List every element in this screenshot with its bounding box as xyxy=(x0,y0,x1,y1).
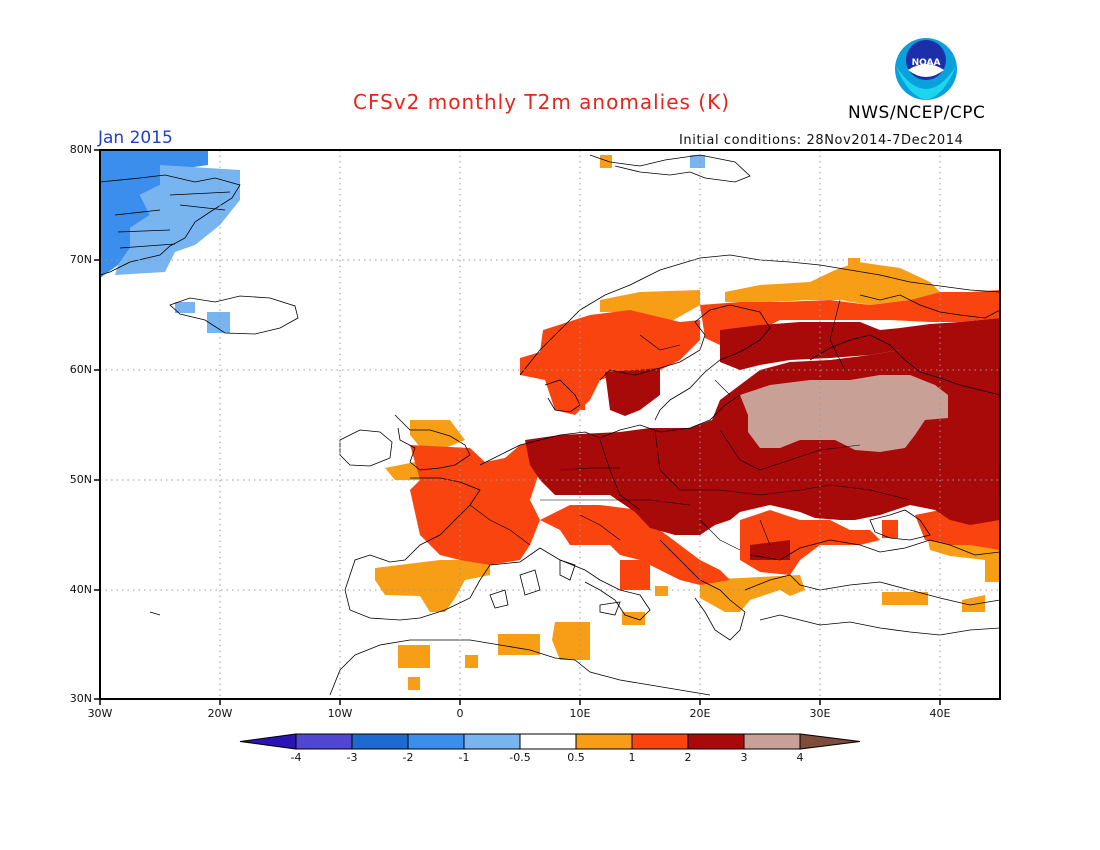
colorbar-swatch xyxy=(687,733,745,750)
axis-ticks xyxy=(94,149,941,705)
colorbar-swatch xyxy=(463,733,521,750)
colorbar xyxy=(239,733,861,750)
graticule xyxy=(100,150,1000,699)
svg-text:NOAA: NOAA xyxy=(912,58,941,68)
colorbar-label: 4 xyxy=(796,751,804,764)
colorbar-label: -3 xyxy=(346,751,358,764)
lat-label-60n: 60N xyxy=(69,363,92,376)
country-borders xyxy=(469,299,911,551)
map-frame xyxy=(99,149,1001,700)
colorbar-swatch xyxy=(351,733,409,750)
lon-label-0: 0 xyxy=(456,707,464,720)
colorbar-label: 3 xyxy=(740,751,748,764)
anomaly-warm-moderate xyxy=(410,290,1000,590)
lon-label-20e: 20E xyxy=(689,707,711,720)
colorbar-swatch xyxy=(631,733,689,750)
lat-label-80n: 80N xyxy=(69,143,92,156)
lat-label-40n: 40N xyxy=(69,583,92,596)
lon-label-30w: 30W xyxy=(87,707,113,720)
lon-label-10e: 10E xyxy=(569,707,591,720)
colorbar-swatch xyxy=(575,733,633,750)
anomaly-region-russia-peak xyxy=(740,375,948,452)
anomaly-region-iceland xyxy=(207,312,230,333)
lat-label-70n: 70N xyxy=(69,253,92,266)
lon-label-10w: 10W xyxy=(327,707,353,720)
colorbar-arrow-low xyxy=(239,733,297,750)
initial-conditions: Initial conditions: 28Nov2014-7Dec2014 xyxy=(679,133,964,148)
lat-label-30n: 30N xyxy=(69,692,92,705)
anomaly-shading xyxy=(100,150,1000,690)
agency-label: NWS/NCEP/CPC xyxy=(848,103,986,123)
anomaly-region-greenland-cold xyxy=(100,150,208,278)
colorbar-arrow-high xyxy=(799,733,861,750)
colorbar-label: -0.5 xyxy=(509,751,531,764)
coastlines xyxy=(100,154,1000,696)
noaa-logo: NOAA xyxy=(895,38,957,100)
lat-label-50n: 50N xyxy=(69,473,92,486)
colorbar-label: 0.5 xyxy=(567,751,585,764)
map-title: CFSv2 monthly T2m anomalies (K) xyxy=(353,90,730,114)
anomaly-region-greenland-fringe xyxy=(115,165,240,275)
anomaly-warm-weak xyxy=(375,155,1000,690)
lon-label-40e: 40E xyxy=(929,707,951,720)
colorbar-label: -2 xyxy=(402,751,414,764)
colorbar-swatch xyxy=(407,733,465,750)
colorbar-label: 2 xyxy=(684,751,692,764)
colorbar-label: 1 xyxy=(628,751,636,764)
colorbar-label: -4 xyxy=(290,751,302,764)
lon-label-20w: 20W xyxy=(207,707,233,720)
colorbar-swatch xyxy=(519,733,577,750)
lon-label-30e: 30E xyxy=(809,707,831,720)
forecast-month: Jan 2015 xyxy=(98,128,173,148)
colorbar-swatch xyxy=(295,733,353,750)
colorbar-label: -1 xyxy=(458,751,470,764)
colorbar-swatch xyxy=(743,733,801,750)
